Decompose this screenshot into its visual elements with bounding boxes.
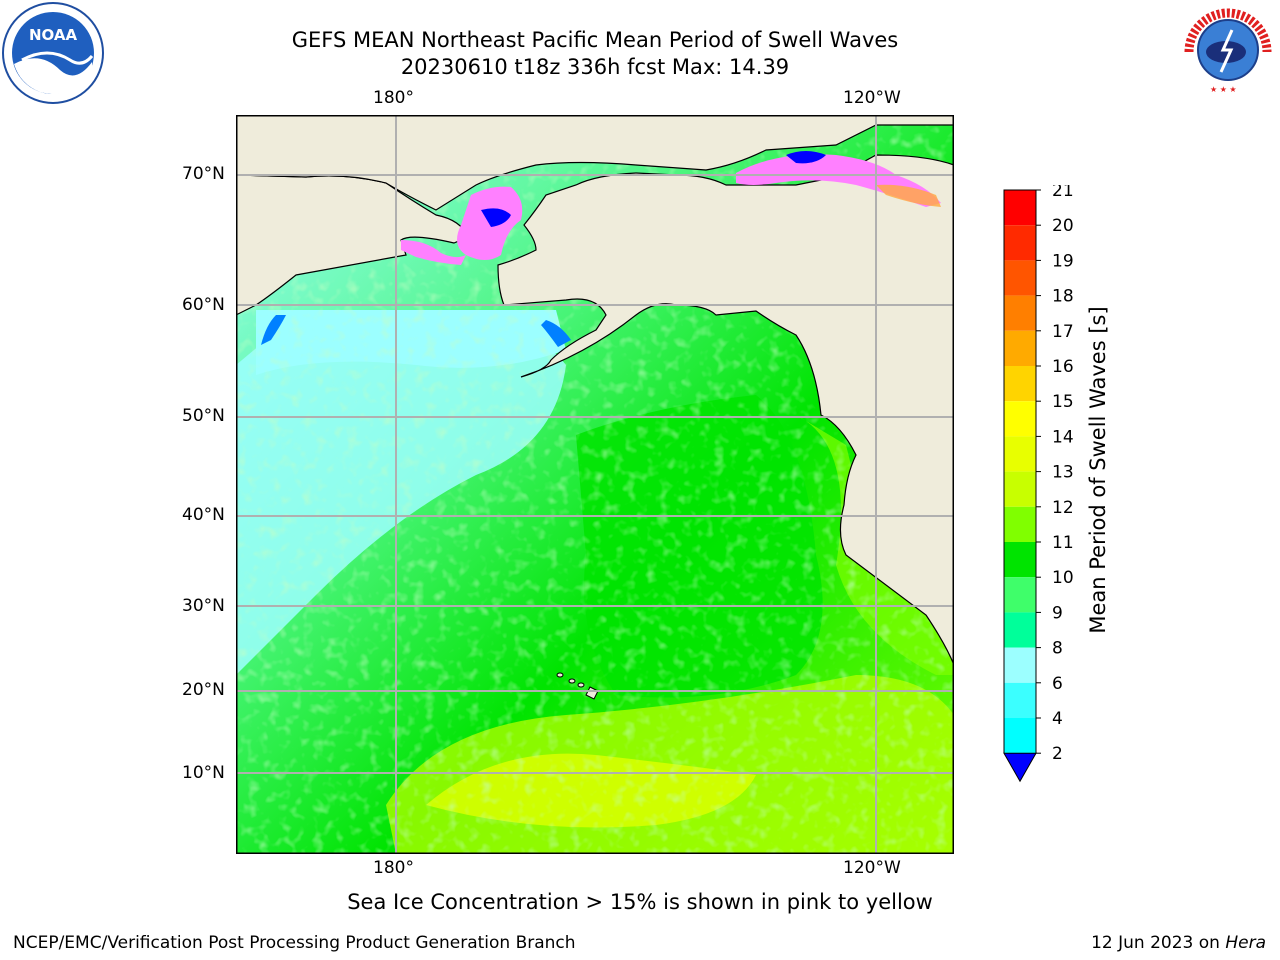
chart-title: GEFS MEAN Northeast Pacific Mean Period …: [291, 28, 899, 52]
colorbar-segment: [1004, 612, 1036, 648]
sea-ice-core: [481, 208, 511, 227]
colorbar-tick-label: 8: [1052, 639, 1063, 659]
colorbar-tick-label: 9: [1052, 603, 1063, 623]
lat-label-70n: 70°N: [182, 164, 225, 184]
colorbar-segment: [1004, 542, 1036, 578]
colorbar-tick-label: 21: [1052, 185, 1074, 201]
colorbar-segment: [1004, 401, 1036, 437]
colorbar-segment: [1004, 436, 1036, 472]
colorbar-segment: [1004, 718, 1036, 754]
land-north-america: [497, 154, 954, 666]
colorbar-tick-label: 20: [1052, 216, 1074, 236]
lat-label-10n: 10°N: [182, 763, 225, 783]
sea-ice-yellow: [876, 184, 941, 207]
colorbar-tick-label: 14: [1052, 427, 1074, 447]
footer-date-text: 12 Jun 2023 on: [1091, 933, 1226, 953]
colorbar-segment: [1004, 682, 1036, 718]
swell-period-map: [236, 115, 954, 854]
colorbar-tick-label: 12: [1052, 498, 1074, 518]
chart-subtitle: 20230610 t18z 336h fcst Max: 14.39: [400, 55, 790, 79]
lon-label-top-180: 180°: [373, 88, 414, 108]
colorbar-segment: [1004, 366, 1036, 402]
sea-ice-anadyr: [401, 240, 466, 265]
lon-label-bottom-180: 180°: [373, 858, 414, 878]
lat-label-30n: 30°N: [182, 596, 225, 616]
lat-label-40n: 40°N: [182, 505, 225, 525]
map-frame: [236, 115, 954, 854]
colorbar-tick-label: 2: [1052, 744, 1063, 764]
colorbar-segment: [1004, 295, 1036, 331]
footer-credit: NCEP/EMC/Verification Post Processing Pr…: [13, 933, 576, 953]
lon-label-top-120w: 120°W: [843, 88, 901, 108]
colorbar-tick-label: 4: [1052, 709, 1063, 729]
colorbar-segment: [1004, 190, 1036, 226]
noaa-logo-icon: NOAA: [2, 2, 104, 104]
sea-ice-note: Sea Ice Concentration > 15% is shown in …: [347, 890, 933, 914]
land-arctic: [236, 115, 954, 211]
lat-label-60n: 60°N: [182, 295, 225, 315]
colorbar-tick-label: 16: [1052, 357, 1074, 377]
colorbar-tick-label: 13: [1052, 463, 1074, 483]
colorbar-segment: [1004, 330, 1036, 366]
colorbar-tick-label: 15: [1052, 392, 1074, 412]
colorbar-segment: [1004, 471, 1036, 507]
lat-label-20n: 20°N: [182, 680, 225, 700]
colorbar-label: Mean Period of Swell Waves [s]: [1086, 306, 1110, 634]
ice-western-edge: [261, 315, 286, 345]
colorbar-segment: [1004, 225, 1036, 261]
colorbar-tick-label: 17: [1052, 322, 1074, 342]
graticule: [236, 115, 954, 854]
nws-logo-icon: ★ ★ ★: [1182, 4, 1274, 96]
footer-host: Hera: [1225, 933, 1266, 953]
noaa-logo-text: NOAA: [29, 26, 78, 44]
colorbar-segment: [1004, 506, 1036, 542]
colorbar-tick-label: 6: [1052, 674, 1063, 694]
colorbar-extend-triangle: [1003, 752, 1037, 783]
colorbar-tick-label: 18: [1052, 287, 1074, 307]
ice-bristol: [541, 320, 571, 347]
colorbar-tick-label: 11: [1052, 533, 1074, 553]
lat-label-50n: 50°N: [182, 406, 225, 426]
sea-ice-beaufort-core: [786, 151, 826, 164]
colorbar-segment: [1004, 260, 1036, 296]
colorbar-segment: [1004, 577, 1036, 613]
colorbar-segment: [1004, 647, 1036, 683]
svg-text:★ ★ ★: ★ ★ ★: [1210, 85, 1237, 94]
colorbar-tick-label: 10: [1052, 568, 1074, 588]
footer-date: 12 Jun 2023 on Hera: [1091, 933, 1266, 953]
colorbar-tick-label: 19: [1052, 251, 1074, 271]
colorbar: 21 20 19 18 17 16 15 14 13 12 11 10 9 8 6 4 2: [1003, 185, 1074, 783]
lon-label-bottom-120w: 120°W: [843, 858, 901, 878]
